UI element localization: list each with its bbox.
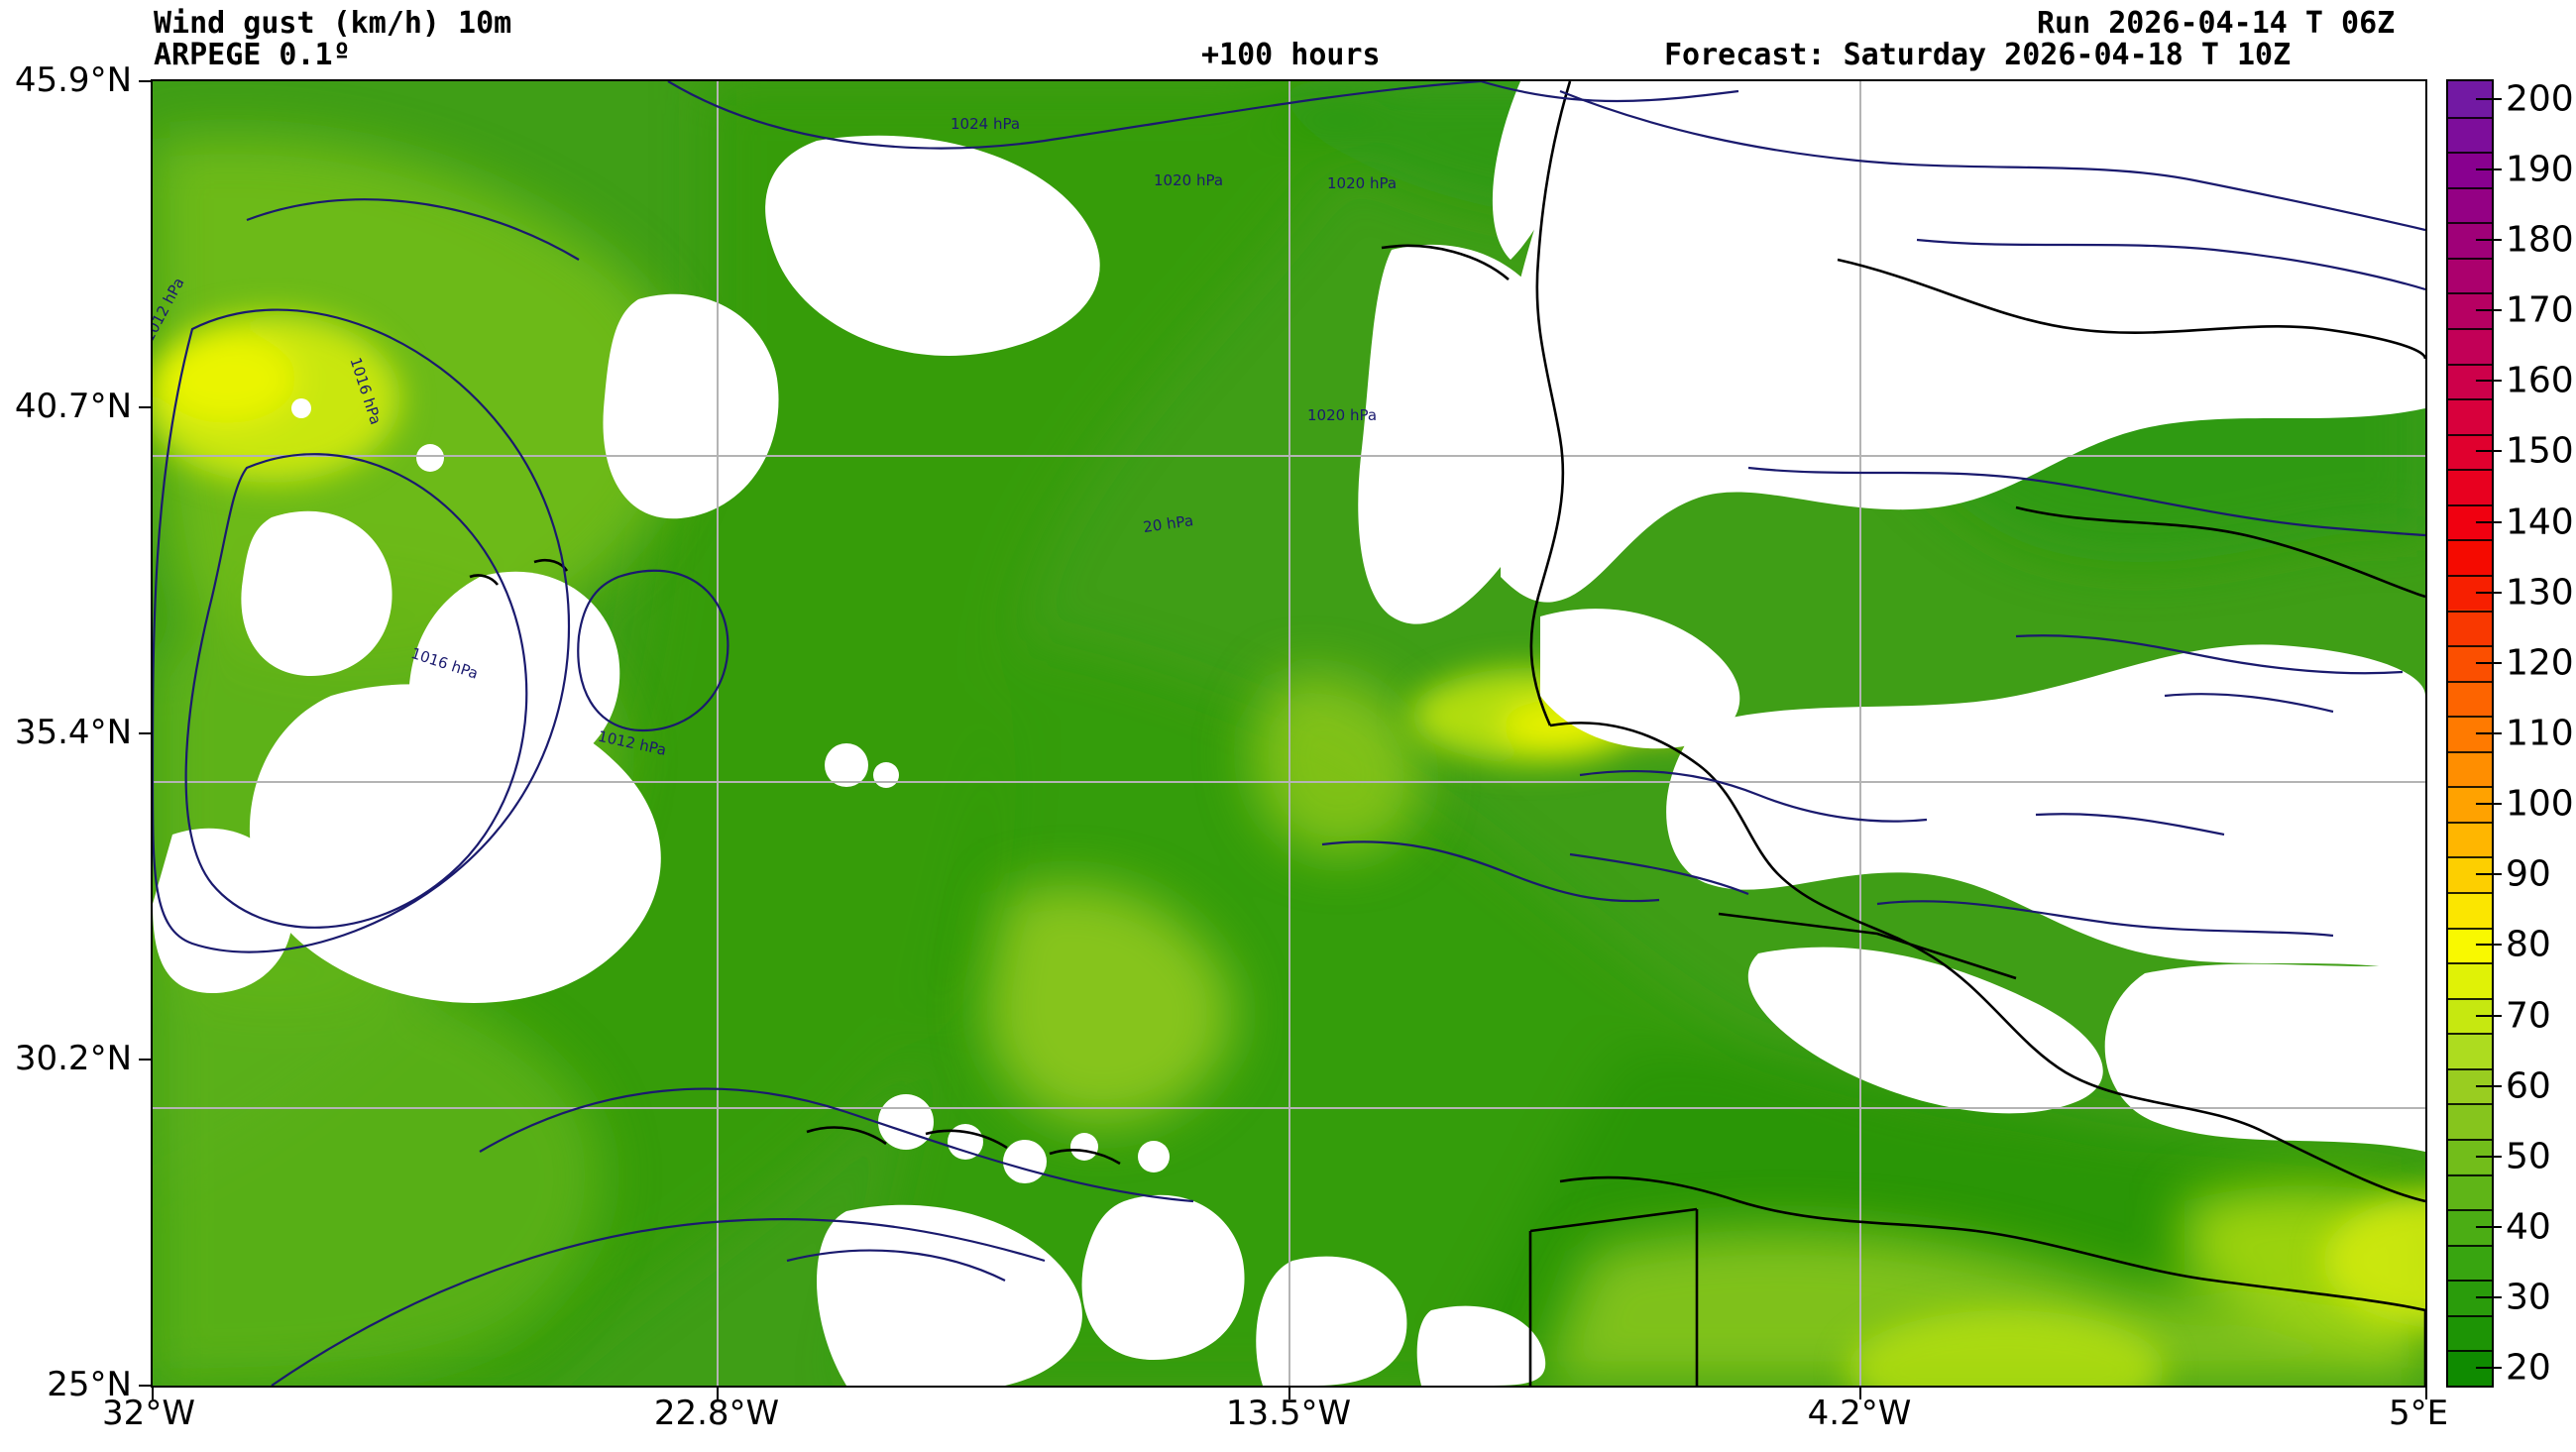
colorbar-segment [2448, 1067, 2492, 1104]
x-axis-label-3: 4.2°W [1807, 1394, 1912, 1433]
colorbar-segment [2448, 891, 2492, 928]
colorbar-segment [2448, 716, 2492, 751]
colorbar-tick-label: 20 [2506, 1347, 2551, 1389]
colorbar-segment [2448, 398, 2492, 434]
colorbar-segment [2448, 1103, 2492, 1139]
colorbar-tick-label: 170 [2506, 289, 2574, 331]
forecast-valid-label: Forecast: Saturday 2026-04-18 T 10Z [1664, 38, 2292, 72]
colorbar-segment [2448, 469, 2492, 504]
y-tick [139, 1059, 152, 1061]
colorbar-segment [2448, 1209, 2492, 1245]
colorbar-segment [2448, 433, 2492, 470]
isobar-label: 1020 hPa [1154, 171, 1223, 189]
lead-time-label: +100 hours [1201, 38, 1381, 72]
colorbar-segment [2448, 786, 2492, 822]
colorbar-segment [2448, 186, 2492, 223]
colorbar-tick-label: 200 [2506, 78, 2574, 120]
colorbar-segment [2448, 645, 2492, 681]
y-tick [139, 1385, 152, 1387]
y-axis-label-0: 45.9°N [14, 60, 132, 100]
colorbar-tick-label: 160 [2506, 360, 2574, 401]
colorbar-segment [2448, 539, 2492, 575]
map-model-label: ARPEGE 0.1º [154, 38, 351, 72]
run-timestamp-label: Run 2026-04-14 T 06Z [2037, 6, 2396, 41]
colorbar-segment [2448, 1033, 2492, 1068]
isobar-label: 1020 hPa [1307, 406, 1377, 424]
colorbar-tick-label: 180 [2506, 219, 2574, 261]
colorbar-segment [2448, 327, 2492, 364]
colorbar-segment [2448, 962, 2492, 998]
colorbar-tick-label: 190 [2506, 149, 2574, 190]
map-plot-area[interactable]: 1024 hPa 1020 hPa 1020 hPa 1020 hPa 1012… [151, 79, 2427, 1388]
y-tick [139, 732, 152, 734]
colorbar-segment [2448, 680, 2492, 717]
colorbar-tick-label: 120 [2506, 642, 2574, 684]
colorbar-tick-label: 130 [2506, 572, 2574, 614]
colorbar-tick-label: 90 [2506, 853, 2551, 895]
x-tick [152, 1388, 154, 1399]
map-title: Wind gust (km/h) 10m [154, 6, 512, 41]
colorbar-segment [2448, 292, 2492, 328]
colorbar-segment [2448, 574, 2492, 611]
x-tick [717, 1388, 719, 1399]
colorbar-tick-label: 60 [2506, 1065, 2551, 1107]
colorbar-segment [2448, 1314, 2492, 1351]
isobar-contours [153, 81, 2425, 1386]
colorbar-segment [2448, 927, 2492, 963]
colorbar-segment [2448, 363, 2492, 399]
colorbar-segment [2448, 856, 2492, 892]
colorbar[interactable] [2446, 79, 2494, 1388]
colorbar-segment [2448, 222, 2492, 258]
x-tick [1288, 1388, 1290, 1399]
colorbar-segment [2448, 81, 2492, 117]
colorbar-tick-label: 50 [2506, 1136, 2551, 1177]
y-axis-label-3: 30.2°N [14, 1039, 132, 1078]
x-axis-label-1: 22.8°W [653, 1394, 780, 1433]
colorbar-tick-label: 140 [2506, 502, 2574, 543]
isobar-label: 1024 hPa [951, 115, 1020, 133]
colorbar-segment [2448, 821, 2492, 857]
masked-regions [153, 81, 2425, 1386]
colorbar-segment [2448, 1138, 2492, 1174]
colorbar-segment [2448, 997, 2492, 1034]
isobar-label: 1020 hPa [1327, 174, 1397, 192]
map-gridlines [153, 81, 2425, 1386]
colorbar-tick-label: 110 [2506, 713, 2574, 754]
colorbar-tick-label: 30 [2506, 1277, 2551, 1318]
y-tick [139, 80, 152, 82]
colorbar-segment [2448, 503, 2492, 540]
coastlines [469, 81, 2425, 1386]
x-tick [1859, 1388, 1861, 1399]
colorbar-tick-label: 100 [2506, 783, 2574, 825]
colorbar-tick-label: 40 [2506, 1206, 2551, 1248]
colorbar-segment [2448, 750, 2492, 787]
colorbar-tick-label: 80 [2506, 924, 2551, 965]
colorbar-segment [2448, 1173, 2492, 1209]
colorbar-segment [2448, 116, 2492, 153]
x-axis-label-0: 32°W [102, 1394, 195, 1433]
map-canvas: 1024 hPa 1020 hPa 1020 hPa 1020 hPa 1012… [153, 81, 2425, 1386]
y-axis-label-2: 35.4°N [14, 713, 132, 752]
colorbar-segment [2448, 1280, 2492, 1315]
y-tick [139, 406, 152, 408]
x-axis-label-2: 13.5°W [1225, 1394, 1352, 1433]
colorbar-tick-label: 70 [2506, 995, 2551, 1037]
y-axis-label-1: 40.7°N [14, 387, 132, 426]
colorbar-segment [2448, 610, 2492, 645]
y-axis-label-4: 25°N [47, 1365, 132, 1404]
x-tick [2425, 1388, 2427, 1399]
colorbar-segment [2448, 152, 2492, 187]
colorbar-segment [2448, 1244, 2492, 1281]
colorbar-tick-label: 150 [2506, 430, 2574, 472]
colorbar-segment [2448, 257, 2492, 293]
x-axis-label-4: 5°E [2388, 1394, 2449, 1433]
colorbar-segment [2448, 1350, 2492, 1386]
gust-field: 1024 hPa 1020 hPa 1020 hPa 1020 hPa 1012… [153, 81, 2425, 1386]
